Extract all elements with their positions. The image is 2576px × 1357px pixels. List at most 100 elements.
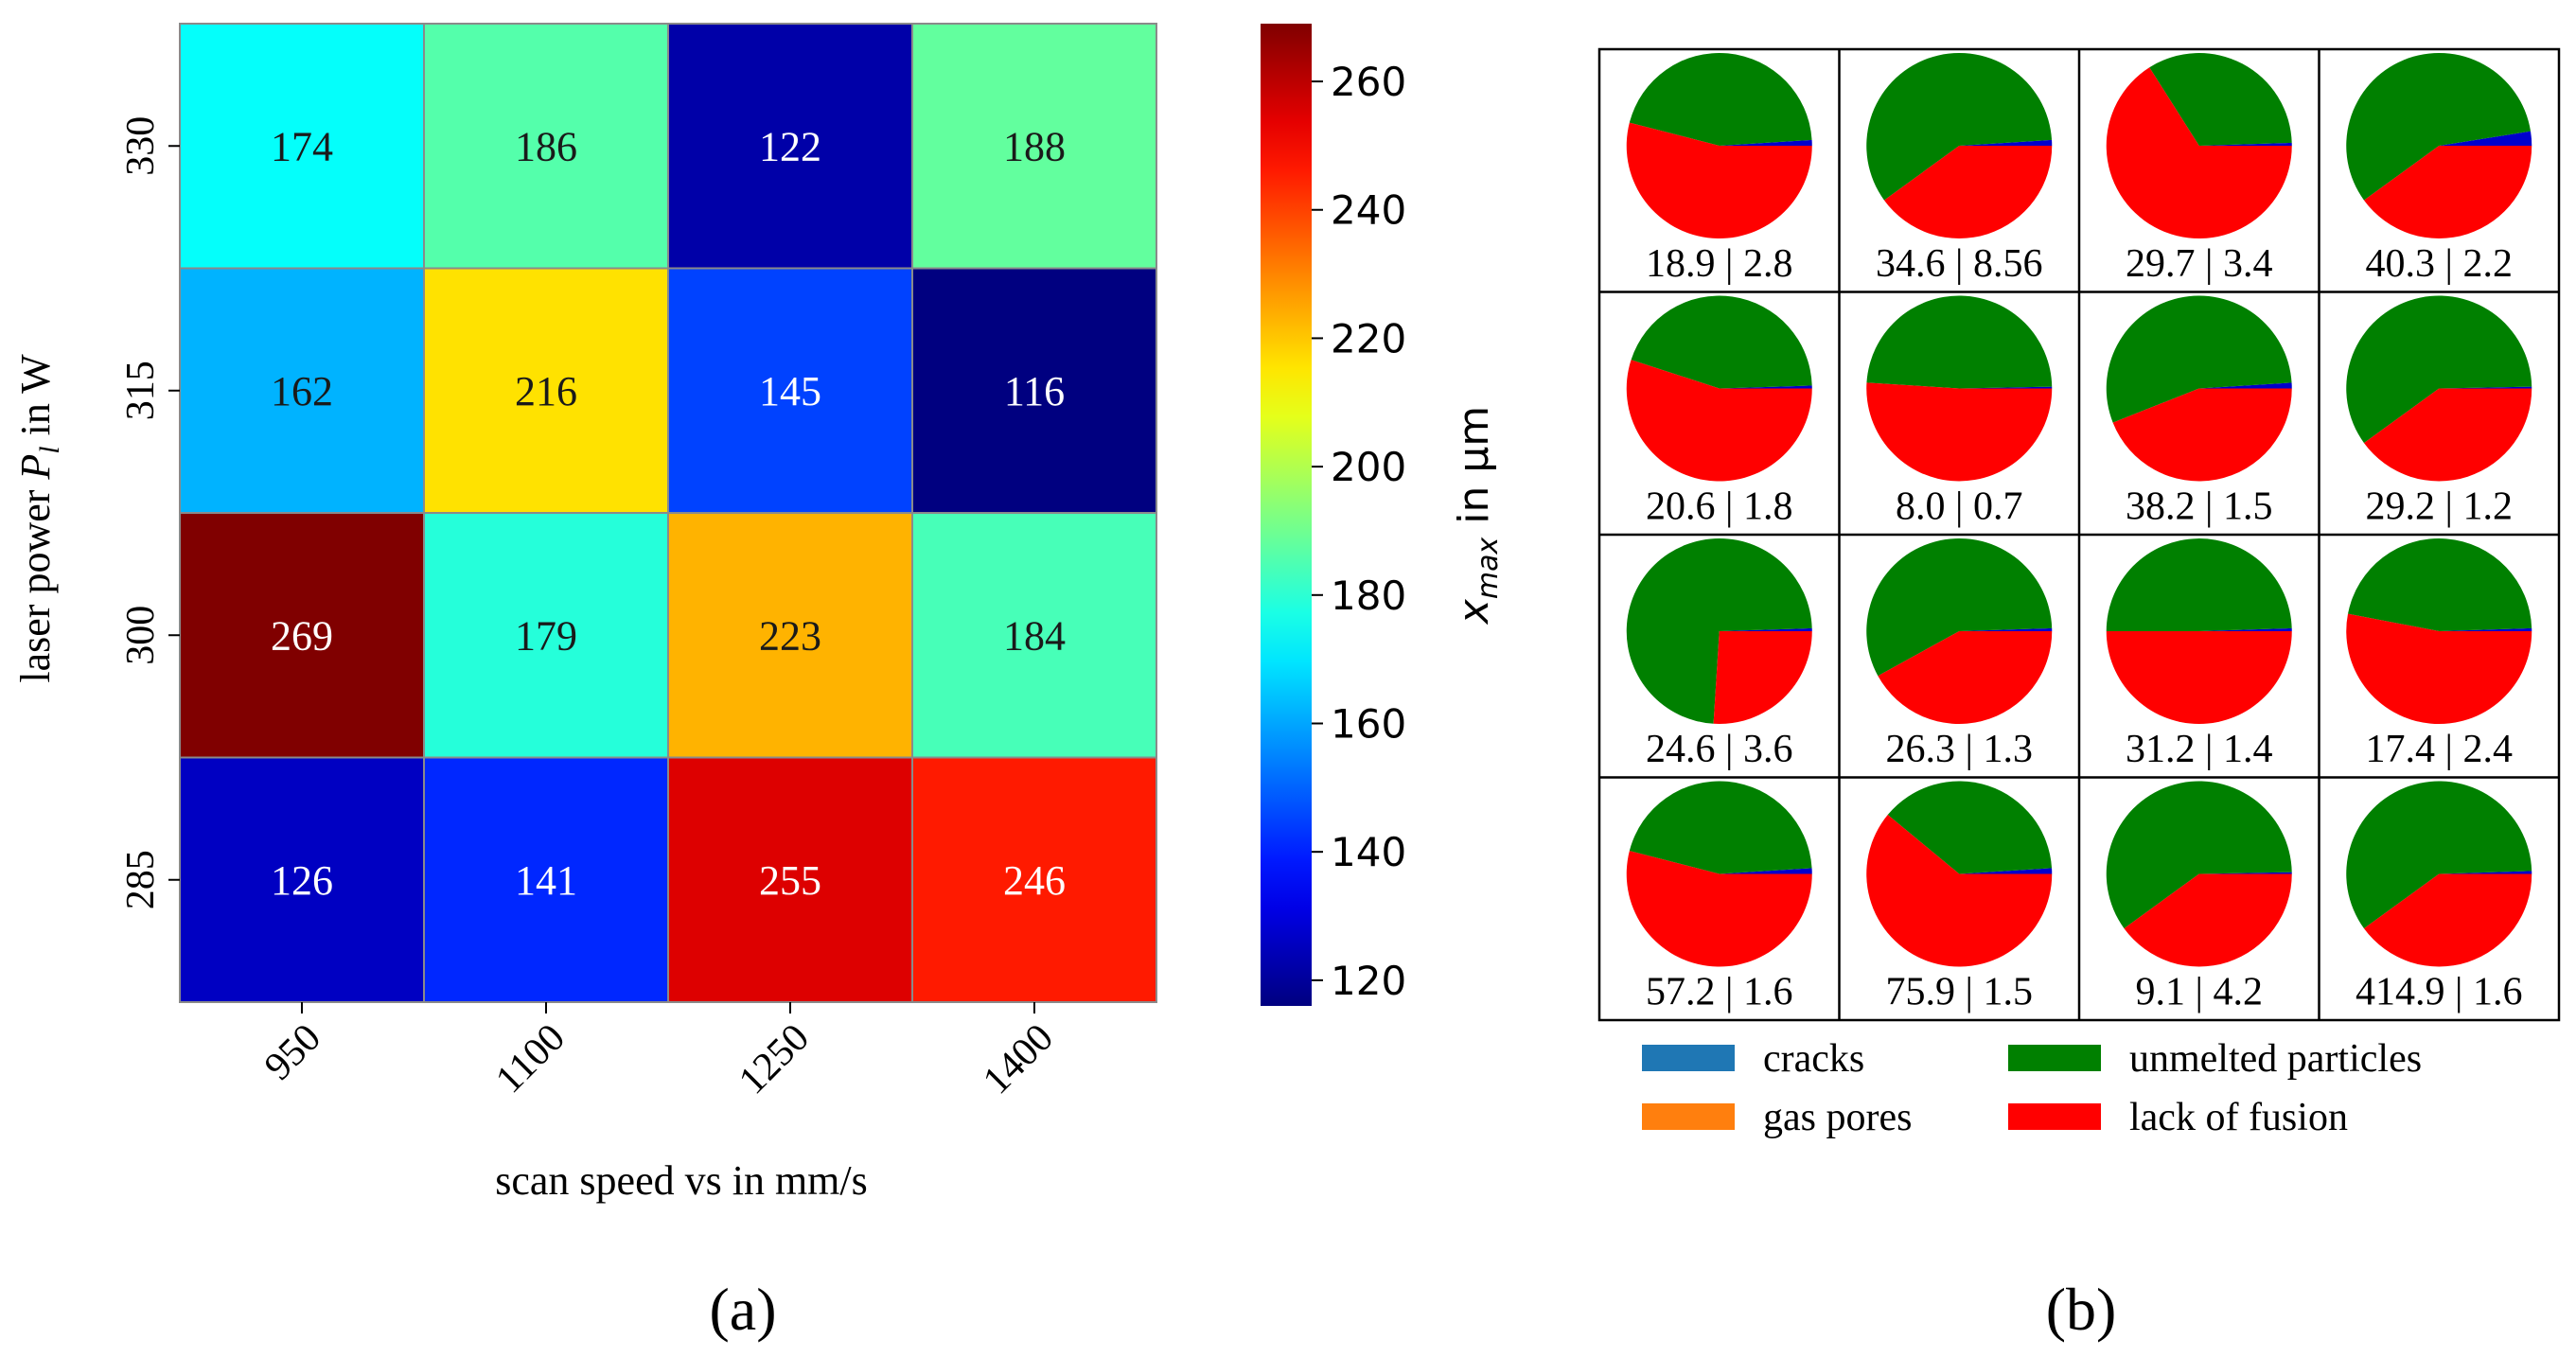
y-tick-label: 330 [119,116,163,176]
pie-cell-label: 38.2 | 1.5 [2126,485,2272,529]
colorbar-ticks: 120 140 160 180 200 220 240 260 [1312,59,1406,1004]
pie-cell-label: 40.3 | 2.2 [2366,242,2513,286]
pie-slice-unmelted-particles [2106,295,2292,423]
heatmap-cell [179,23,425,270]
pie-legend: cracks gas pores unmelted particles lack of… [1642,1037,2422,1139]
pie-slice-cracks [1719,868,1812,874]
y-tick-label: 285 [119,850,163,909]
colorbar-label: xmax in µm [1450,406,1505,626]
pie-slice-cracks [2439,627,2532,631]
heatmap-value-label: 223 [759,612,821,659]
pie-slice-unmelted-particles [2149,53,2292,146]
y-tick-label: 300 [119,606,163,665]
pie-slice-lack-of-fusion [2124,873,2292,967]
heatmap-cell [667,23,913,270]
pie-slice-lack-of-fusion [1883,146,2053,238]
pie-slice-unmelted-particles [1629,781,1812,874]
pie-slice-cracks [1719,139,1812,146]
legend-swatch [1642,1103,1735,1130]
pie-cell-label: 24.6 | 3.6 [1646,728,1792,771]
panel-label-a: (a) [709,1276,776,1343]
heatmap-cell [423,756,669,1003]
pie-slice-cracks [1719,385,1812,389]
pie-slice-cracks [2439,871,2532,874]
pie-cell-label: 31.2 | 1.4 [2126,728,2272,771]
pie-slice-lack-of-fusion [2106,631,2292,724]
colorbar-tick-label: 260 [1331,59,1406,105]
heatmap-value-label: 145 [759,368,821,414]
heatmap-value-label: 186 [515,123,577,169]
heatmap-cell [423,23,669,270]
colorbar-tick-label: 220 [1331,315,1406,361]
pie-cell-label: 18.9 | 2.8 [1646,242,1792,286]
heatmap-value-label: 216 [515,368,577,414]
pie-slice-lack-of-fusion [1866,382,2053,482]
legend-swatch [2008,1103,2101,1130]
legend-label: unmelted particles [2129,1037,2422,1081]
pie-slice-unmelted-particles [2106,781,2292,929]
heatmap-cell [911,23,1157,270]
pie-cell-label: 26.3 | 1.3 [1886,728,2033,771]
colorbar-tick-label: 120 [1331,958,1406,1004]
heatmap-value-label: 126 [271,857,333,904]
pie-slice-lack-of-fusion [1626,360,1812,482]
pie-slice-unmelted-particles [1866,52,2053,201]
colorbar-tick-label: 200 [1331,444,1406,490]
pie-slice-lack-of-fusion [2346,613,2532,725]
x-tick-label: 1400 [975,1016,1062,1103]
legend-label: lack of fusion [2129,1096,2348,1139]
pie-slice-cracks [2198,382,2292,389]
pie-grid: 18.9 | 2.8 34.6 | 8.56 29.7 | 3.4 40.3 | 2.… [1597,47,2561,1022]
pie-slice-lack-of-fusion [2363,873,2532,967]
pie-slice-lack-of-fusion [1878,631,2053,725]
heatmap-cell [423,267,669,514]
pie-slice-lack-of-fusion [1626,851,1812,967]
pie-slice-cracks [2198,872,2292,874]
pie-slice-unmelted-particles [1631,295,1812,389]
pie-slice-unmelted-particles [2346,52,2532,201]
pie-slice-unmelted-particles [2106,538,2292,631]
heatmap-x-ticks: 950 1100 1250 1400 [256,1002,1062,1102]
heatmap-y-ticks: 330 315 300 285 [119,116,180,909]
pie-slice-unmelted-particles [1866,538,2053,677]
heatmap-cell [179,267,425,514]
pie-cell-label: 34.6 | 8.56 [1876,242,2042,286]
heatmap-value-label: 184 [1003,612,1066,659]
pie-slice-unmelted-particles [1887,781,2053,874]
pie-cell-label: 20.6 | 1.8 [1646,485,1792,529]
pie-slice-unmelted-particles [2346,781,2532,929]
pie-slice-cracks [2198,142,2292,146]
heatmap-cell [179,756,425,1003]
pie-slice-cracks [1959,868,2053,874]
pie-slice-cracks [1959,386,2053,389]
pie-slice-unmelted-particles [2346,295,2532,444]
colorbar [1261,24,1312,1006]
legend-label: cracks [1763,1037,1864,1081]
heatmap-value-label: 122 [759,123,821,169]
x-axis-label: scan speed vs in mm/s [495,1157,868,1204]
pie-slice-cracks [2439,386,2532,389]
pie-cell-label: 9.1 | 4.2 [2136,971,2263,1014]
pie-slice-lack-of-fusion [2363,146,2532,238]
heatmap-cell [911,267,1157,514]
colorbar-tick-label: 140 [1331,829,1406,875]
heatmap-cell [667,756,913,1003]
x-tick-label: 1100 [487,1016,573,1102]
pie-slice-lack-of-fusion [1626,122,1812,239]
colorbar-tick-label: 160 [1331,700,1406,747]
heatmap-cells [179,23,1157,1003]
pie-slice-cracks [2439,131,2532,146]
pie-cell-label: 8.0 | 0.7 [1896,485,2022,529]
colorbar-tick-label: 240 [1331,187,1406,234]
heatmap-value-label: 141 [515,857,577,904]
pie-slice-lack-of-fusion [2112,388,2292,482]
pie-slice-lack-of-fusion [1866,815,2053,967]
heatmap-value-label: 116 [1004,368,1065,414]
heatmap-value-label: 162 [271,368,333,414]
legend-swatch [1642,1045,1735,1071]
pie-slice-lack-of-fusion [2363,388,2532,482]
pie-slice-unmelted-particles [1866,295,2053,389]
legend-swatch [2008,1045,2101,1071]
heatmap-cell [911,756,1157,1003]
